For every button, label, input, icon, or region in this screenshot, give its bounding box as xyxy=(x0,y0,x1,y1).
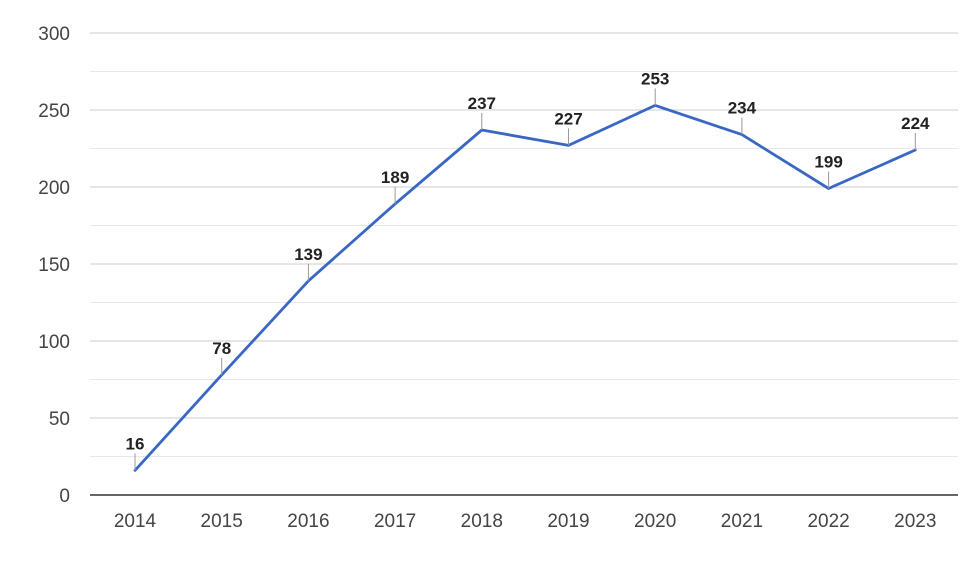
data-label: 253 xyxy=(641,69,669,88)
x-tick-label: 2022 xyxy=(807,511,849,532)
data-label: 224 xyxy=(901,114,930,133)
x-tick-label: 2021 xyxy=(721,511,763,532)
y-tick-label: 300 xyxy=(38,24,70,45)
gridlines xyxy=(90,32,958,457)
x-tick-label: 2023 xyxy=(894,511,936,532)
y-axis-tick-labels: 0 50 100 150 200 250 300 xyxy=(38,24,70,507)
data-label: 237 xyxy=(468,94,496,113)
data-label: 189 xyxy=(381,168,409,187)
y-tick-label: 200 xyxy=(38,178,70,199)
series-line xyxy=(133,104,917,472)
data-label: 227 xyxy=(554,109,582,128)
y-tick-label: 100 xyxy=(38,332,70,353)
data-label: 139 xyxy=(294,245,322,264)
x-tick-label: 2014 xyxy=(114,511,157,532)
data-label: 16 xyxy=(126,434,145,453)
y-tick-label: 250 xyxy=(38,101,70,122)
y-tick-label: 150 xyxy=(38,255,70,276)
x-tick-label: 2016 xyxy=(287,511,329,532)
data-label: 234 xyxy=(728,99,757,118)
x-tick-label: 2019 xyxy=(547,511,589,532)
x-axis-tick-labels: 2014 2015 2016 2017 2018 2019 2020 2021 2022 2023 xyxy=(114,511,937,532)
y-tick-label: 0 xyxy=(59,486,70,507)
x-tick-label: 2018 xyxy=(461,511,503,532)
y-tick-label: 50 xyxy=(49,409,70,430)
x-tick-label: 2017 xyxy=(374,511,416,532)
x-tick-label: 2020 xyxy=(634,511,676,532)
x-tick-label: 2015 xyxy=(201,511,243,532)
series-layer xyxy=(133,104,917,472)
data-label: 78 xyxy=(212,339,231,358)
data-labels: 16 78 139 189 237 227 253 234 199 224 xyxy=(126,69,930,471)
data-label: 199 xyxy=(814,153,842,172)
